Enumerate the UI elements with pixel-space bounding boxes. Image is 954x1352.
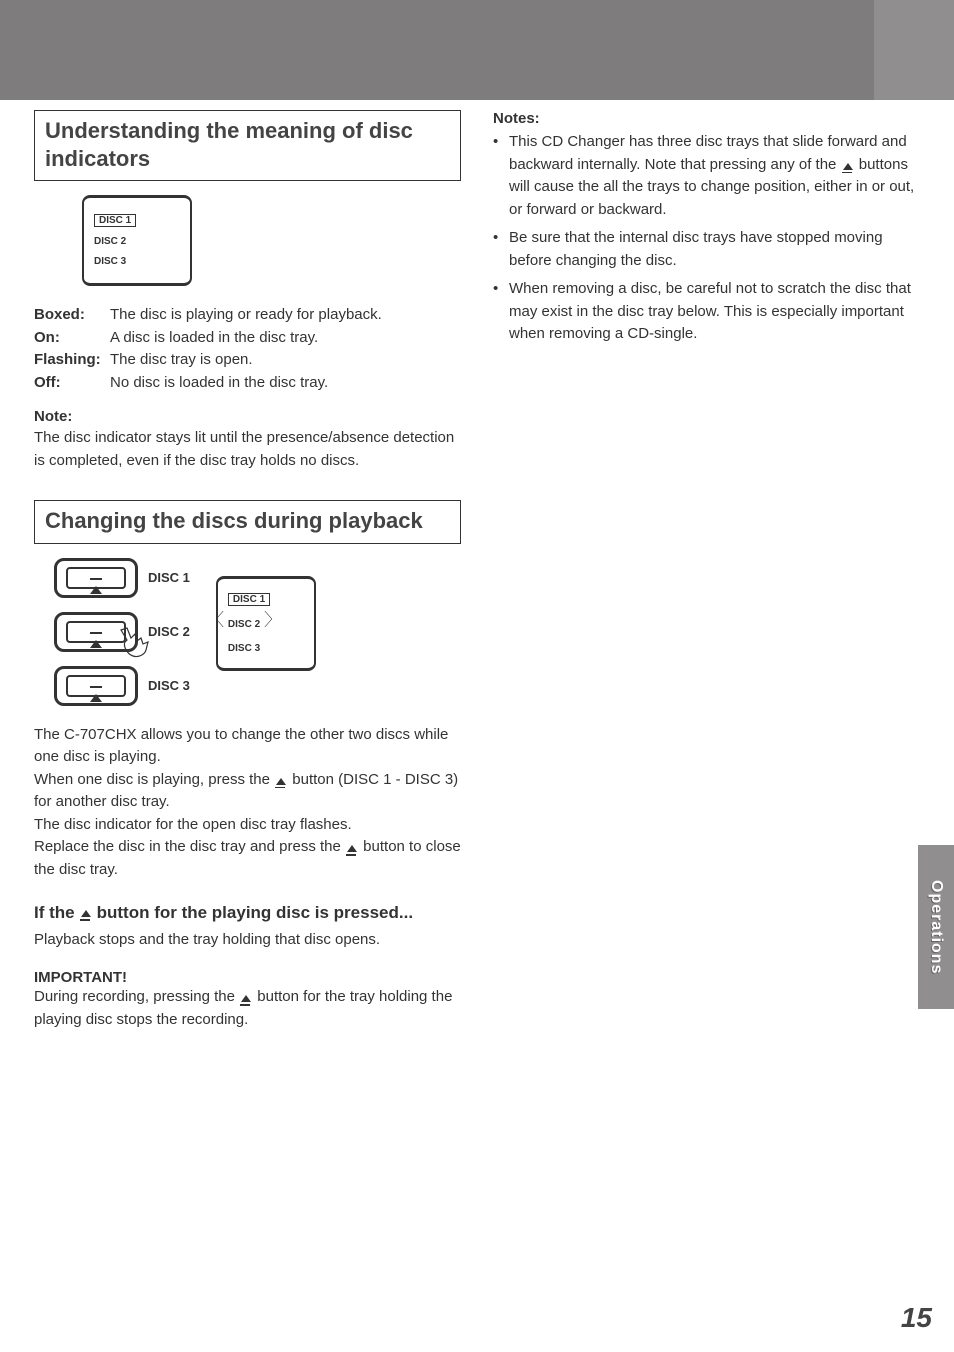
change-p1: The C-707CHX allows you to change the ot… <box>34 726 448 766</box>
disc-indicator-2: DISC 2 <box>94 236 126 247</box>
disc-1-label: DISC 1 <box>148 570 190 585</box>
flash-lines-icon: ⟍⟋ <box>264 612 272 628</box>
notes-item: When removing a disc, be careful not to … <box>493 278 920 346</box>
eject-icon <box>90 677 102 695</box>
sub-h-a: If the <box>34 901 75 925</box>
sub-h-b: button for the playing disc is pressed..… <box>97 901 413 925</box>
disc-button-diagram: DISC 1 DISC 2 DISC 3 DISC 1 <box>54 558 461 706</box>
header-band <box>0 0 954 100</box>
disc-indicator-1-boxed: DISC 1 <box>94 214 136 227</box>
page-content: Understanding the meaning of disc indica… <box>0 100 954 1031</box>
def-off-text: No disc is loaded in the disc tray. <box>110 372 328 395</box>
section-tab-label: Operations <box>927 880 945 974</box>
note-heading: Note: <box>34 408 461 425</box>
page-number: 15 <box>901 1302 932 1334</box>
disc-2-button-diagram: DISC 2 <box>54 612 190 652</box>
disc-indicator-1b: DISC 1 <box>228 593 270 606</box>
disc-3-button-diagram: DISC 3 <box>54 666 190 706</box>
change-discs-body: The C-707CHX allows you to change the ot… <box>34 724 461 882</box>
flash-lines-icon: ⟋⟍ <box>216 612 224 628</box>
eject-icon <box>841 159 855 173</box>
notes-item: Be sure that the internal disc trays hav… <box>493 227 920 272</box>
section-2-title: Changing the discs during playback <box>45 507 450 535</box>
notes-item: This CD Changer has three disc trays tha… <box>493 131 920 221</box>
eject-icon <box>79 907 93 921</box>
indicator-definitions: Boxed:The disc is playing or ready for p… <box>34 304 461 394</box>
important-heading: IMPORTANT! <box>34 969 461 986</box>
left-column: Understanding the meaning of disc indica… <box>34 110 461 1031</box>
disc-indicator-3b: DISC 3 <box>228 643 260 654</box>
change-p3: The disc indicator for the open disc tra… <box>34 816 352 833</box>
section-1-title: Understanding the meaning of disc indica… <box>45 117 450 172</box>
change-p4a: Replace the disc in the disc tray and pr… <box>34 838 345 855</box>
eject-icon <box>274 774 288 788</box>
important-body: During recording, pressing the button fo… <box>34 986 461 1031</box>
def-boxed-term: Boxed: <box>34 304 110 327</box>
change-p2a: When one disc is playing, press the <box>34 771 274 788</box>
disc-indicator-3: DISC 3 <box>94 256 126 267</box>
disc-indicator-2b-flashing: DISC 2 <box>228 619 260 630</box>
eject-icon <box>239 992 253 1006</box>
hand-pointer-icon <box>113 624 153 669</box>
disc-indicator-panel-2: DISC 1 ⟋⟍ DISC 2 ⟍⟋ DISC 3 <box>216 576 316 671</box>
important-a: During recording, pressing the <box>34 988 239 1005</box>
disc-3-label: DISC 3 <box>148 678 190 693</box>
subsection-heading: If the button for the playing disc is pr… <box>34 901 461 925</box>
def-boxed-text: The disc is playing or ready for playbac… <box>110 304 382 327</box>
def-off-term: Off: <box>34 372 110 395</box>
notes-heading: Notes: <box>493 110 920 127</box>
disc-1-button-diagram: DISC 1 <box>54 558 190 598</box>
note-body: The disc indicator stays lit until the p… <box>34 427 461 472</box>
subsection-body: Playback stops and the tray holding that… <box>34 929 461 952</box>
disc-indicator-panel: DISC 1 DISC 2 DISC 3 <box>82 195 192 286</box>
section-2-box: Changing the discs during playback <box>34 500 461 544</box>
right-column: Notes: This CD Changer has three disc tr… <box>493 110 920 1031</box>
def-on-text: A disc is loaded in the disc tray. <box>110 327 318 350</box>
notes-list: This CD Changer has three disc trays tha… <box>493 131 920 346</box>
eject-icon <box>90 623 102 641</box>
section-tab: Operations <box>918 845 954 1009</box>
disc-2-label: DISC 2 <box>148 624 190 639</box>
eject-icon <box>90 569 102 587</box>
eject-icon <box>345 842 359 856</box>
section-1-box: Understanding the meaning of disc indica… <box>34 110 461 181</box>
header-inset <box>874 0 954 100</box>
def-flashing-text: The disc tray is open. <box>110 349 253 372</box>
def-on-term: On: <box>34 327 110 350</box>
def-flashing-term: Flashing: <box>34 349 110 372</box>
